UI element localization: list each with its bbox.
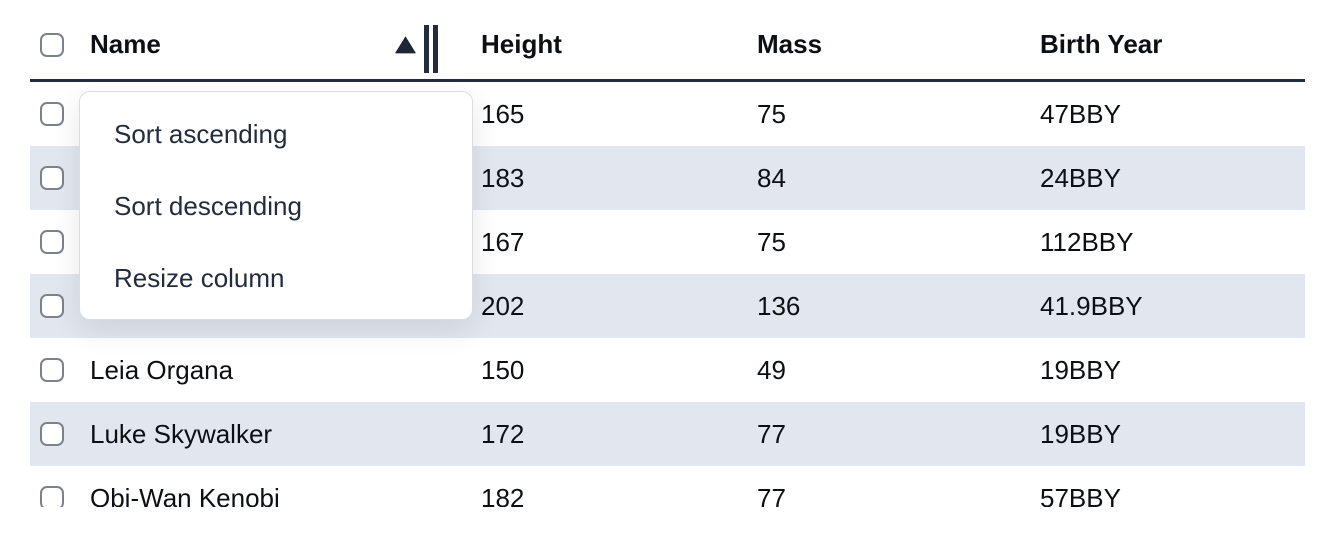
row-name-cell: Obi-Wan Kenobi bbox=[90, 482, 280, 508]
column-header-name[interactable]: Name bbox=[90, 0, 445, 79]
row-height-cell: 202 bbox=[481, 290, 525, 321]
row-select-cell bbox=[30, 338, 90, 402]
column-header-mass[interactable]: Mass bbox=[727, 0, 1010, 79]
row-mass-cell: 75 bbox=[757, 98, 786, 129]
row-birth-year-cell: 47BBY bbox=[1040, 98, 1121, 129]
row-select-cell bbox=[30, 82, 90, 146]
column-context-menu: Sort ascending Sort descending Resize co… bbox=[79, 91, 473, 320]
header-select-cell bbox=[30, 0, 90, 79]
row-mass-cell: 49 bbox=[757, 354, 786, 385]
sort-ascending-triangle-icon bbox=[394, 35, 417, 54]
row-birth-year-cell: 57BBY bbox=[1040, 482, 1121, 508]
row-select-cell bbox=[30, 210, 90, 274]
resize-bar-icon bbox=[433, 24, 438, 73]
row-checkbox[interactable] bbox=[40, 230, 64, 254]
row-checkbox[interactable] bbox=[40, 166, 64, 190]
row-mass-cell: 84 bbox=[757, 162, 786, 193]
table-row: Obi-Wan Kenobi 182 77 57BBY bbox=[30, 466, 1305, 507]
row-checkbox[interactable] bbox=[40, 294, 64, 318]
row-mass-cell: 75 bbox=[757, 226, 786, 257]
column-header-height-label: Height bbox=[481, 29, 562, 59]
column-header-birth-year-label: Birth Year bbox=[1040, 29, 1163, 59]
row-height-cell: 172 bbox=[481, 418, 525, 449]
menu-item-resize-column[interactable]: Resize column bbox=[80, 242, 472, 314]
row-name-cell: Leia Organa bbox=[90, 354, 234, 385]
table-row: 167 75 112BBY bbox=[30, 210, 1305, 274]
row-birth-year-cell: 19BBY bbox=[1040, 354, 1121, 385]
menu-item-sort-ascending[interactable]: Sort ascending bbox=[80, 98, 472, 170]
row-birth-year-cell: 112BBY bbox=[1040, 226, 1134, 257]
row-select-cell bbox=[30, 402, 90, 466]
column-header-mass-label: Mass bbox=[757, 29, 823, 59]
table-header-row: Name Height Mass Birth Year bbox=[30, 0, 1305, 82]
row-mass-cell: 77 bbox=[757, 482, 786, 508]
resize-bar-icon bbox=[424, 24, 429, 73]
row-checkbox[interactable] bbox=[40, 486, 64, 507]
table-row: Leia Organa 150 49 19BBY bbox=[30, 338, 1305, 402]
row-height-cell: 150 bbox=[481, 354, 525, 385]
row-checkbox[interactable] bbox=[40, 422, 64, 446]
row-checkbox[interactable] bbox=[40, 358, 64, 382]
column-header-name-label: Name bbox=[90, 29, 161, 59]
row-select-cell bbox=[30, 274, 90, 338]
select-all-checkbox[interactable] bbox=[40, 32, 64, 57]
row-height-cell: 165 bbox=[481, 98, 525, 129]
row-birth-year-cell: 24BBY bbox=[1040, 162, 1121, 193]
row-birth-year-cell: 41.9BBY bbox=[1040, 290, 1143, 321]
row-birth-year-cell: 19BBY bbox=[1040, 418, 1121, 449]
menu-item-sort-descending[interactable]: Sort descending bbox=[80, 170, 472, 242]
row-height-cell: 183 bbox=[481, 162, 525, 193]
table-row: Luke Skywalker 172 77 19BBY bbox=[30, 402, 1305, 466]
column-header-height[interactable]: Height bbox=[445, 0, 727, 79]
row-select-cell bbox=[30, 146, 90, 210]
row-height-cell: 182 bbox=[481, 482, 525, 508]
row-mass-cell: 77 bbox=[757, 418, 786, 449]
row-height-cell: 167 bbox=[481, 226, 525, 257]
row-mass-cell: 136 bbox=[757, 290, 801, 321]
row-checkbox[interactable] bbox=[40, 102, 64, 126]
column-resize-handle[interactable] bbox=[424, 24, 438, 73]
table-row: 165 75 47BBY bbox=[30, 82, 1305, 146]
column-header-birth-year[interactable]: Birth Year bbox=[1010, 0, 1305, 79]
row-name-cell: Luke Skywalker bbox=[90, 418, 273, 449]
row-select-cell bbox=[30, 466, 90, 507]
